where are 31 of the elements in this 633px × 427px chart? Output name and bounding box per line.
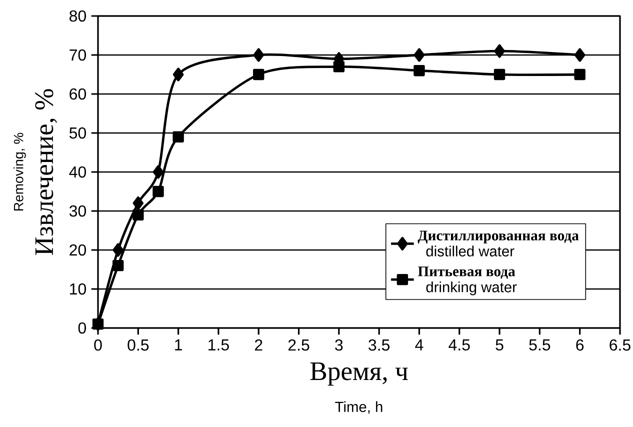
x-tick-label: 5	[496, 339, 504, 351]
x-tick-label: 0.5	[128, 339, 149, 351]
y-tick-label: 40	[69, 166, 86, 178]
legend-label: Дистиллированная вода	[418, 230, 579, 244]
x-tick-label: 3.5	[368, 339, 390, 351]
annotation: drinking water	[426, 282, 517, 296]
x-tick-label: 4	[415, 339, 424, 350]
text: Time, h	[335, 401, 382, 414]
text: Removing, %	[13, 132, 26, 211]
y-tick-label: 50	[69, 127, 86, 139]
x-tick-label: 5.5	[529, 339, 550, 351]
y-tick-label: 70	[70, 49, 86, 61]
annotation: distilled water	[426, 246, 514, 256]
y-tick-label: 20	[70, 244, 86, 256]
y-tick-label: 0	[78, 322, 86, 334]
y-tick-label: 10	[70, 283, 86, 295]
x-tick-label: 6.5	[610, 339, 630, 351]
x-axis-title: Время, ч	[310, 362, 408, 386]
x-tick-label: 1	[175, 339, 182, 350]
y-tick-label: 60	[70, 88, 86, 100]
y-tick-label: 30	[69, 205, 86, 217]
x-tick-label: 3	[335, 339, 343, 351]
x-tick-label: 4.5	[448, 339, 470, 351]
y-tick-label: 80	[70, 10, 86, 22]
x-tick-label: 6	[576, 339, 584, 351]
y-axis-title: Извлечение, %	[35, 89, 58, 256]
x-tick-label: 1.5	[208, 339, 229, 351]
x-tick-label: 0	[94, 339, 102, 351]
x-tick-label: 2.5	[288, 339, 310, 351]
legend-label: Питьевая вода	[418, 266, 516, 279]
x-tick-label: 2	[254, 339, 262, 351]
